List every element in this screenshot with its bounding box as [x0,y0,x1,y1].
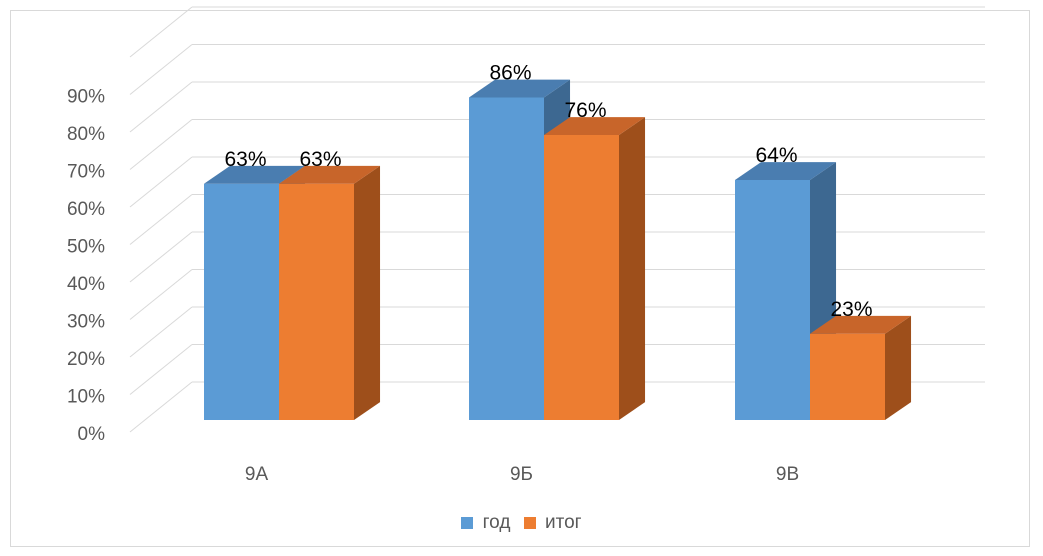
bar-side [619,117,646,420]
bar-front [204,183,279,420]
bar-front [544,135,619,420]
y-tick-label: 20% [67,349,105,370]
bar-top [204,165,306,184]
y-tick-label: 10% [67,387,105,408]
y-tick-label: 80% [67,124,105,145]
gridline-depth [129,156,193,208]
bar-9Б-итог [544,117,646,420]
data-label: 23% [830,298,872,321]
x-tick-label: 9Б [510,464,533,485]
y-tick-label: 60% [67,199,105,220]
legend-label-god: год [482,512,511,533]
legend: год итог [0,512,1043,534]
gridline-depth [129,306,193,358]
legend-item-itog: итог [523,512,582,534]
y-tick-label: 90% [67,87,105,108]
bar-front [735,180,810,420]
bar-top [735,162,837,180]
y-tick-label: 0% [78,424,106,445]
bar-front [279,183,354,420]
legend-item-god: год [461,512,510,534]
gridline-depth [129,194,193,245]
bar-top [469,79,571,98]
gridline-depth [129,119,193,170]
legend-label-itog: итог [544,512,582,533]
y-tick-label: 30% [67,312,105,333]
bar-top [279,165,381,184]
bar-front [469,97,544,420]
bar-front [810,333,885,420]
gridline-depth [129,381,193,433]
x-tick-label: 9А [245,464,269,485]
y-tick-label: 70% [67,162,105,183]
bar-top [810,315,912,334]
data-label: 86% [489,62,531,85]
y-tick-label: 40% [67,274,105,295]
bar-top [544,117,646,135]
gridline-depth [129,269,193,320]
bar-side [885,315,912,420]
data-label: 76% [564,99,606,122]
bar-9А-итог [279,165,381,420]
legend-swatch-god [461,517,474,529]
legend-swatch-itog [523,517,536,529]
bar-9В-итог [810,315,912,420]
gridline-depth [129,81,193,133]
gridline-depth [129,231,193,283]
gridline-depth [129,6,193,58]
data-label: 64% [755,144,797,167]
y-tick-label: 50% [67,237,105,258]
x-tick-label: 9В [776,464,799,485]
gridline-depth [129,344,193,395]
data-label: 63% [299,148,341,171]
data-label: 63% [224,148,266,171]
gridline-depth [129,44,193,95]
bar-side [354,165,381,420]
